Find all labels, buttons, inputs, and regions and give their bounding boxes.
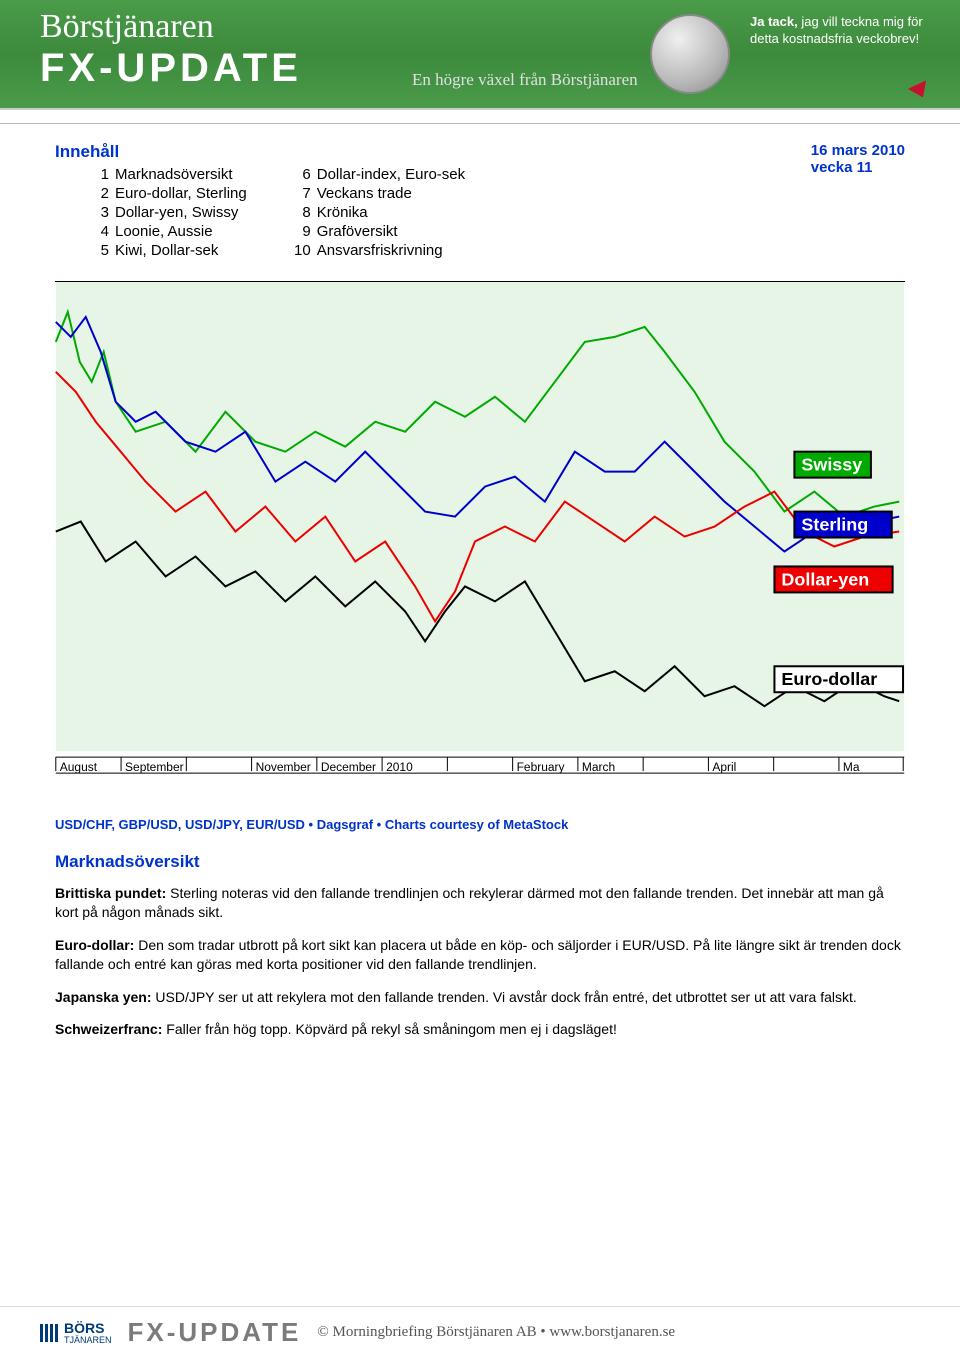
toc-num: 4: [85, 223, 109, 240]
arrow-icon: [908, 80, 932, 101]
toc-num: 7: [287, 185, 311, 202]
page-content: 16 mars 2010 vecka 11 Innehåll 1 Marknads…: [45, 142, 915, 1183]
para-lead: Japanska yen:: [55, 989, 152, 1005]
svg-text:December: December: [321, 760, 376, 774]
banner-subtitle: FX-UPDATE: [40, 46, 302, 91]
svg-text:Swissy: Swissy: [801, 455, 862, 475]
footer-logo-bars-icon: [40, 1324, 58, 1342]
para-lead: Brittiska pundet:: [55, 885, 166, 901]
toc-num: 10: [287, 242, 311, 259]
toc-num: 2: [85, 185, 109, 202]
para-lead: Schweizerfranc:: [55, 1021, 162, 1037]
overview-para: Japanska yen: USD/JPY ser ut att rekyler…: [55, 988, 905, 1007]
svg-text:Sterling: Sterling: [801, 515, 868, 535]
banner-tagline: En högre växel från Börstjänaren: [412, 70, 638, 90]
issue-date: 16 mars 2010 vecka 11: [811, 142, 905, 176]
footer-logo-sub: TJÄNAREN: [64, 1335, 112, 1345]
banner-cta[interactable]: Ja tack, jag vill teckna mig för detta k…: [750, 14, 930, 48]
toc-col-left: 1 Marknadsöversikt 2 Euro-dollar, Sterling 3…: [85, 166, 247, 259]
svg-text:Euro-dollar: Euro-dollar: [781, 669, 877, 689]
toc-num: 8: [287, 204, 311, 221]
toc-title: Innehåll: [55, 142, 905, 162]
toc-num: 1: [85, 166, 109, 183]
svg-text:March: March: [582, 760, 615, 774]
chart-caption: USD/CHF, GBP/USD, USD/JPY, EUR/USD • Dag…: [55, 817, 905, 832]
toc: 1 Marknadsöversikt 2 Euro-dollar, Sterling 3…: [85, 166, 905, 259]
footer-logo-text: BÖRS: [64, 1321, 112, 1335]
overview-paragraphs: Brittiska pundet: Sterling noteras vid d…: [55, 884, 905, 1039]
toc-num: 9: [287, 223, 311, 240]
overview-title: Marknadsöversikt: [55, 852, 905, 872]
svg-text:Ma: Ma: [843, 760, 860, 774]
toc-item: Loonie, Aussie: [115, 223, 247, 240]
coin-icon: [650, 14, 730, 94]
toc-item: Dollar-yen, Swissy: [115, 204, 247, 221]
toc-col-right: 6 Dollar-index, Euro-sek 7 Veckans trade 8 Kr…: [287, 166, 465, 259]
toc-item: Euro-dollar, Sterling: [115, 185, 247, 202]
chart-svg: Swissy Sterling Dollar-yen Euro-dollar Augus…: [55, 282, 905, 811]
page-footer: BÖRS TJÄNAREN FX-UPDATE © Morningbriefin…: [0, 1306, 960, 1358]
svg-text:April: April: [712, 760, 736, 774]
banner-cta-bold: Ja tack,: [750, 14, 798, 29]
toc-item: Graföversikt: [317, 223, 465, 240]
toc-item: Krönika: [317, 204, 465, 221]
toc-item: Ansvarsfriskrivning: [317, 242, 465, 259]
overview-chart: Swissy Sterling Dollar-yen Euro-dollar Augus…: [55, 281, 905, 811]
date-line2: vecka 11: [811, 159, 905, 176]
header-divider: [0, 110, 960, 124]
footer-credit: © Morningbriefing Börstjänaren AB • www.…: [317, 1324, 675, 1341]
toc-num: 6: [287, 166, 311, 183]
footer-title: FX-UPDATE: [128, 1317, 302, 1348]
overview-para: Euro-dollar: Den som tradar utbrott på k…: [55, 936, 905, 974]
toc-item: Veckans trade: [317, 185, 465, 202]
footer-logo: BÖRS TJÄNAREN: [40, 1321, 112, 1345]
toc-num: 3: [85, 204, 109, 221]
header-banner: Börstjänaren FX-UPDATE En högre växel fr…: [0, 0, 960, 110]
svg-text:September: September: [125, 760, 184, 774]
toc-item: Dollar-index, Euro-sek: [317, 166, 465, 183]
banner-title: Börstjänaren: [40, 8, 214, 46]
svg-text:August: August: [60, 760, 98, 774]
overview-para: Brittiska pundet: Sterling noteras vid d…: [55, 884, 905, 922]
svg-text:2010: 2010: [386, 760, 413, 774]
svg-text:Dollar-yen: Dollar-yen: [781, 569, 869, 589]
overview-para: Schweizerfranc: Faller från hög topp. Kö…: [55, 1020, 905, 1039]
svg-text:November: November: [256, 760, 311, 774]
date-line1: 16 mars 2010: [811, 142, 905, 159]
toc-item: Marknadsöversikt: [115, 166, 247, 183]
toc-item: Kiwi, Dollar-sek: [115, 242, 247, 259]
svg-text:February: February: [517, 760, 565, 774]
para-lead: Euro-dollar:: [55, 937, 134, 953]
toc-num: 5: [85, 242, 109, 259]
